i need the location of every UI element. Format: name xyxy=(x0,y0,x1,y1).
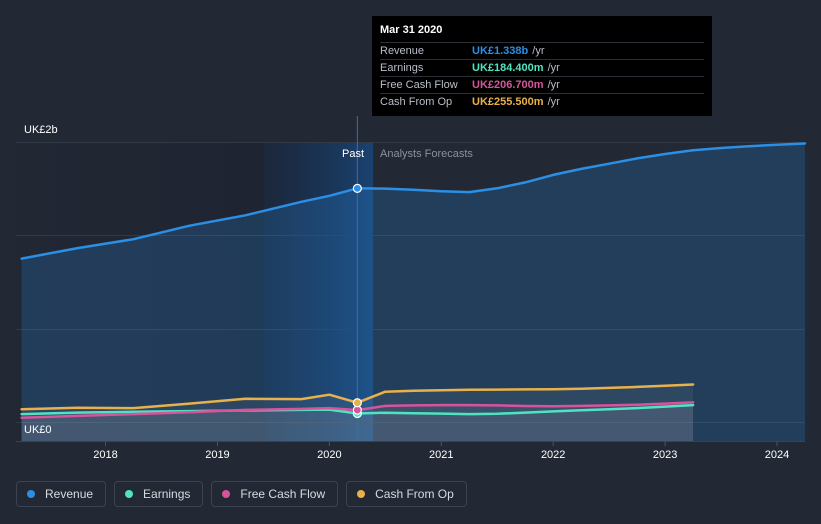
series-lines xyxy=(20,142,807,420)
tooltip-label: Revenue xyxy=(380,45,425,57)
legend-label: Free Cash Flow xyxy=(240,487,326,501)
legend-dot-icon xyxy=(222,490,231,498)
forecast-label: Analysts Forecasts xyxy=(380,148,473,160)
series-area xyxy=(21,143,805,441)
hover-marker xyxy=(352,398,362,408)
x-tick-label: 2024 xyxy=(765,449,789,461)
x-tick-label: 2023 xyxy=(653,449,677,461)
y-tick-label-top: UK£2b xyxy=(24,124,58,136)
tooltip-row-earnings: Earnings UK£184.400m /yr xyxy=(380,59,704,76)
tooltip-unit: /yr xyxy=(532,45,545,57)
series-line xyxy=(20,383,695,411)
data-tooltip: Mar 31 2020 Revenue UK£1.338b /yr Earnin… xyxy=(372,16,712,116)
tooltip-unit: /yr xyxy=(547,96,560,108)
gridlines xyxy=(16,142,805,442)
legend-dot-icon xyxy=(27,490,35,498)
legend-cash-from-op[interactable]: Cash From Op xyxy=(346,481,467,507)
tooltip-value: UK£206.700m xyxy=(472,79,544,91)
x-tick-label: 2019 xyxy=(205,449,229,461)
legend-earnings[interactable]: Earnings xyxy=(114,481,204,507)
legend-label: Earnings xyxy=(143,487,191,501)
tooltip-row-free-cash-flow: Free Cash Flow UK£206.700m /yr xyxy=(380,76,704,93)
legend-revenue[interactable]: Revenue xyxy=(16,481,107,507)
series-line xyxy=(20,401,695,420)
past-label: Past xyxy=(342,148,364,160)
legend-dot-icon xyxy=(357,490,366,498)
tooltip-label: Earnings xyxy=(380,62,424,74)
x-tick-label: 2020 xyxy=(317,449,341,461)
legend-label: Cash From Op xyxy=(375,487,454,501)
series-line xyxy=(20,142,807,260)
tooltip-row-revenue: Revenue UK£1.338b /yr xyxy=(380,42,704,59)
tooltip-label: Cash From Op xyxy=(380,96,453,108)
tooltip-value: UK£1.338b xyxy=(472,45,529,57)
y-tick-label-bottom: UK£0 xyxy=(24,424,52,436)
x-tick-label: 2022 xyxy=(541,449,565,461)
x-axis-ticks: 2018 2019 2020 2021 2022 2023 2024 xyxy=(93,441,789,461)
tooltip-date: Mar 31 2020 xyxy=(380,24,443,36)
hover-markers xyxy=(352,183,362,419)
tooltip-label: Free Cash Flow xyxy=(380,79,458,91)
x-tick-label: 2021 xyxy=(429,449,453,461)
legend-free-cash-flow[interactable]: Free Cash Flow xyxy=(211,481,339,507)
hover-marker xyxy=(352,183,362,193)
tooltip-unit: /yr xyxy=(547,79,560,91)
tooltip-value: UK£255.500m xyxy=(472,96,544,108)
legend-label: Revenue xyxy=(45,487,94,501)
chart-legend: Revenue Earnings Free Cash Flow Cash Fro… xyxy=(16,481,467,507)
tooltip-row-cash-from-op: Cash From Op UK£255.500m /yr xyxy=(380,93,704,110)
x-tick-label: 2018 xyxy=(93,449,117,461)
tooltip-unit: /yr xyxy=(547,62,560,74)
legend-dot-icon xyxy=(125,490,134,498)
tooltip-value: UK£184.400m xyxy=(472,62,544,74)
